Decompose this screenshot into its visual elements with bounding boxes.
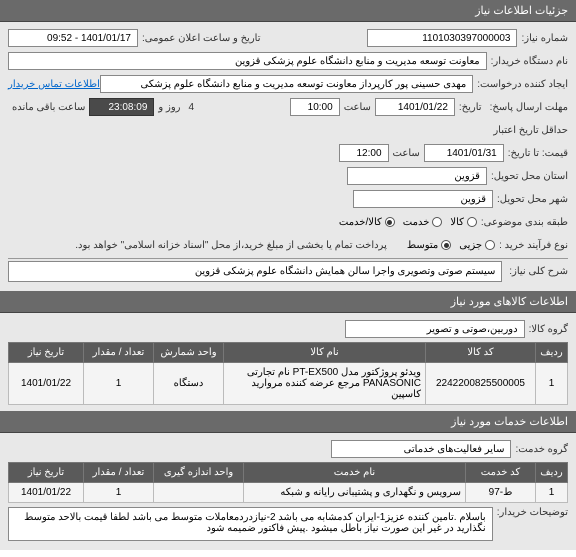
category-label: طبقه بندی موضوعی:	[481, 217, 568, 228]
radio-goods-dot	[467, 217, 477, 227]
radio-both-dot	[385, 217, 395, 227]
deadline-time-field: 10:00	[290, 98, 340, 116]
city-field: قزوین	[353, 190, 493, 208]
scol-name: نام خدمت	[244, 463, 466, 483]
radio-service[interactable]: خدمت	[403, 217, 443, 228]
scell-unit	[154, 483, 244, 503]
purchase-note: پرداخت تمام یا بخشی از مبلغ خرید،از محل …	[75, 240, 387, 251]
cell-date: 1401/01/22	[9, 363, 84, 405]
creator-field: مهدی حسینی پور کارپرداز معاونت توسعه مدی…	[100, 75, 473, 93]
credit-label: حداقل تاریخ اعتبار	[478, 125, 568, 136]
col-row: ردیف	[536, 343, 568, 363]
service-group-field: سایر فعالیت‌های خدماتی	[331, 440, 511, 458]
deadline-date-field: 1401/01/22	[375, 98, 455, 116]
scol-qty: تعداد / مقدار	[84, 463, 154, 483]
buyer-org-label: نام دستگاه خریدار:	[491, 56, 568, 67]
scell-date: 1401/01/22	[9, 483, 84, 503]
radio-service-label: خدمت	[403, 217, 430, 228]
goods-table-header-row: ردیف کد کالا نام کالا واحد شمارش تعداد /…	[9, 343, 568, 363]
scell-row: 1	[536, 483, 568, 503]
notes-label: توضیحات خریدار:	[497, 507, 568, 518]
remaining-suffix: ساعت باقی مانده	[12, 102, 85, 113]
services-table: ردیف کد خدمت نام خدمت واحد اندازه گیری ت…	[8, 462, 568, 503]
countdown-field: 23:08:09	[89, 98, 154, 116]
goods-group-field: دوربین،صوتی و تصویر	[345, 320, 525, 338]
scell-code: ط-97	[466, 483, 536, 503]
radio-goods-label: کالا	[450, 217, 464, 228]
need-number-field: 1101030397000003	[367, 29, 517, 47]
radio-both-label: کالا/خدمت	[339, 217, 382, 228]
notes-field: باسلام .تامین کننده عزیز1-ایران کدمشابه …	[8, 507, 493, 541]
announce-label: تاریخ و ساعت اعلان عمومی:	[142, 33, 261, 44]
details-header: جزئیات اطلاعات نیاز	[0, 0, 576, 22]
time-label-1: ساعت	[344, 102, 371, 113]
scol-date: تاریخ نیاز	[9, 463, 84, 483]
col-unit: واحد شمارش	[154, 343, 224, 363]
col-code: کد کالا	[426, 343, 536, 363]
price-to-label: قیمت: تا تاریخ:	[508, 148, 568, 159]
goods-group-label: گروه کالا:	[529, 324, 568, 335]
radio-small-dot	[485, 240, 495, 250]
credit-date-field: 1401/01/31	[424, 144, 504, 162]
scol-unit: واحد اندازه گیری	[154, 463, 244, 483]
remaining-days: 4	[189, 102, 195, 113]
contact-link[interactable]: اطلاعات تماس خریدار	[8, 79, 100, 90]
col-qty: تعداد / مقدار	[84, 343, 154, 363]
radio-small[interactable]: جزیی	[459, 240, 495, 251]
buyer-org-field: معاونت توسعه مدیریت و منابع دانشگاه علوم…	[8, 52, 487, 70]
scell-name: سرویس و نگهداری و پشتیبانی رایانه و شبکه	[244, 483, 466, 503]
province-label: استان محل تحویل:	[491, 171, 568, 182]
purchase-type-label: نوع فرآیند خرید :	[499, 240, 568, 251]
desc-label: شرح کلی نیاز:	[506, 266, 568, 277]
creator-label: ایجاد کننده درخواست:	[477, 79, 568, 90]
form-area: شماره نیاز: 1101030397000003 تاریخ و ساع…	[0, 22, 576, 291]
need-number-label: شماره نیاز:	[521, 33, 568, 44]
goods-table: ردیف کد کالا نام کالا واحد شمارش تعداد /…	[8, 342, 568, 405]
deadline-to-label: تاریخ:	[459, 102, 482, 113]
col-name: نام کالا	[224, 343, 426, 363]
city-label: شهر محل تحویل:	[497, 194, 568, 205]
service-group-label: گروه خدمت:	[515, 444, 568, 455]
scell-qty: 1	[84, 483, 154, 503]
announce-field: 1401/01/17 - 09:52	[8, 29, 138, 47]
services-table-row: 1 ط-97 سرویس و نگهداری و پشتیبانی رایانه…	[9, 483, 568, 503]
radio-medium[interactable]: متوسط	[407, 240, 451, 251]
province-field: قزوین	[347, 167, 487, 185]
col-date: تاریخ نیاز	[9, 343, 84, 363]
desc-field: سیستم صوتی وتصویری واجرا سالن همایش دانش…	[8, 261, 502, 282]
scol-row: ردیف	[536, 463, 568, 483]
cell-code: 2242200825500005	[426, 363, 536, 405]
cell-name: ویدئو پروژکتور مدل PT-EX500 نام تجارتی P…	[224, 363, 426, 405]
cell-qty: 1	[84, 363, 154, 405]
radio-goods[interactable]: کالا	[450, 217, 477, 228]
radio-service-dot	[432, 217, 442, 227]
radio-small-label: جزیی	[459, 240, 482, 251]
cell-unit: دستگاه	[154, 363, 224, 405]
credit-time-field: 12:00	[339, 144, 389, 162]
remaining-mid: روز و	[158, 102, 180, 113]
goods-header: اطلاعات کالاهای مورد نیاز	[0, 291, 576, 313]
goods-table-row: 1 2242200825500005 ویدئو پروژکتور مدل PT…	[9, 363, 568, 405]
radio-medium-dot	[441, 240, 451, 250]
time-label-2: ساعت	[393, 148, 420, 159]
cell-row: 1	[536, 363, 568, 405]
services-header: اطلاعات خدمات مورد نیاز	[0, 411, 576, 433]
scol-code: کد خدمت	[466, 463, 536, 483]
services-table-header-row: ردیف کد خدمت نام خدمت واحد اندازه گیری ت…	[9, 463, 568, 483]
radio-both[interactable]: کالا/خدمت	[339, 217, 395, 228]
radio-medium-label: متوسط	[407, 240, 438, 251]
deadline-label: مهلت ارسال پاسخ:	[490, 102, 568, 113]
